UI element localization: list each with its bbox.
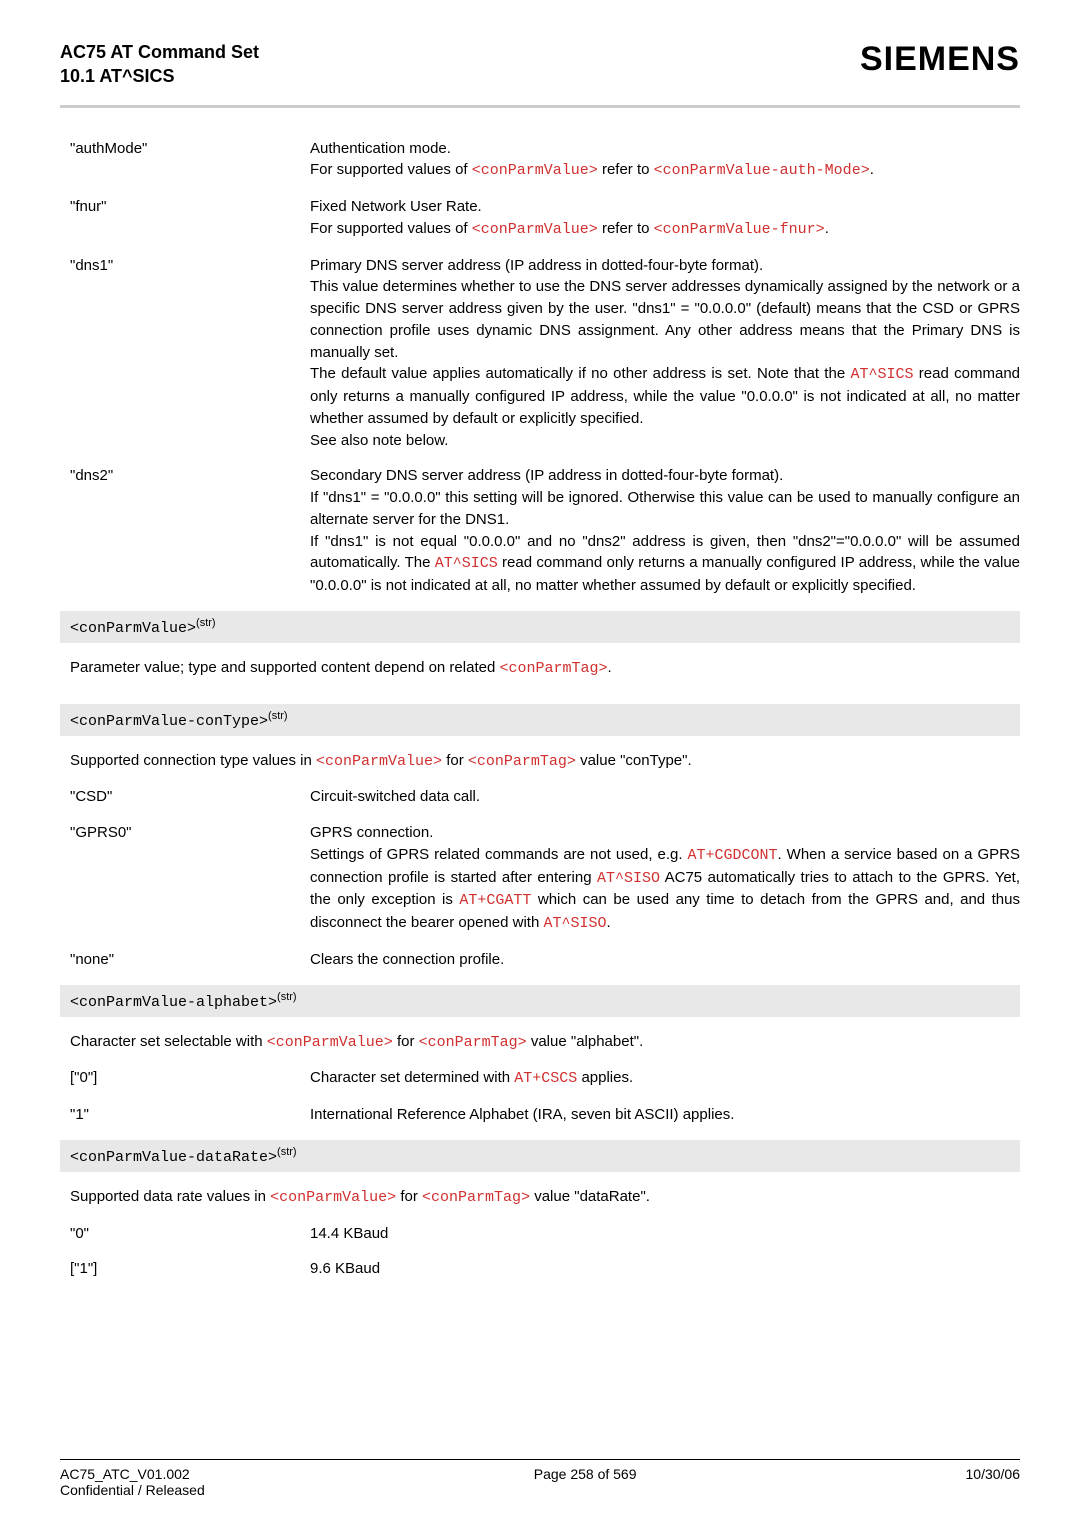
footer-confidential: Confidential / Released <box>60 1482 205 1498</box>
footer-divider <box>60 1459 1020 1460</box>
datarate-rows: "0"14.4 KBaud["1"]9.6 KBaud <box>60 1223 1020 1281</box>
def-term: "authMode" <box>60 138 310 160</box>
alphabet-row: "1"International Reference Alphabet (IRA… <box>60 1104 1020 1126</box>
param-header-contype: <conParmValue-conType>(str) <box>60 704 1020 736</box>
alphabet-body: Character set determined with AT+CSCS ap… <box>310 1067 1020 1090</box>
contype-term: "GPRS0" <box>60 822 310 844</box>
alphabet-term: ["0"] <box>60 1067 310 1089</box>
def-term: "fnur" <box>60 196 310 218</box>
alphabet-rows: ["0"]Character set determined with AT+CS… <box>60 1067 1020 1126</box>
section-title: 10.1 AT^SICS <box>60 66 175 86</box>
footer-date: 10/30/06 <box>966 1466 1021 1498</box>
contype-term: "none" <box>60 949 310 971</box>
def-row: "dns1"Primary DNS server address (IP add… <box>60 255 1020 452</box>
contype-body: Circuit-switched data call. <box>310 786 1020 808</box>
header-divider <box>60 105 1020 108</box>
contype-row: "none"Clears the connection profile. <box>60 949 1020 971</box>
def-row: "dns2"Secondary DNS server address (IP a… <box>60 465 1020 597</box>
param-header-datarate: <conParmValue-dataRate>(str) <box>60 1140 1020 1172</box>
def-row: "authMode"Authentication mode.For suppor… <box>60 138 1020 183</box>
def-body: Fixed Network User Rate.For supported va… <box>310 196 1020 241</box>
footer-left: AC75_ATC_V01.002 Confidential / Released <box>60 1466 205 1498</box>
page-header: AC75 AT Command Set 10.1 AT^SICS SIEMENS <box>60 40 1020 101</box>
def-term: "dns1" <box>60 255 310 277</box>
datarate-body: 9.6 KBaud <box>310 1258 1020 1280</box>
contype-body: GPRS connection.Settings of GPRS related… <box>310 822 1020 935</box>
definition-list: "authMode"Authentication mode.For suppor… <box>60 138 1020 597</box>
def-term: "dns2" <box>60 465 310 487</box>
datarate-term: ["1"] <box>60 1258 310 1280</box>
def-body: Authentication mode.For supported values… <box>310 138 1020 183</box>
datarate-term: "0" <box>60 1223 310 1245</box>
param-desc-conparmvalue: Parameter value; type and supported cont… <box>60 653 1020 694</box>
doc-title: AC75 AT Command Set <box>60 42 259 62</box>
alphabet-row: ["0"]Character set determined with AT+CS… <box>60 1067 1020 1090</box>
alphabet-body: International Reference Alphabet (IRA, s… <box>310 1104 1020 1126</box>
footer-page: Page 258 of 569 <box>534 1466 637 1498</box>
param-desc-alphabet: Character set selectable with <conParmVa… <box>60 1027 1020 1068</box>
contype-row: "CSD"Circuit-switched data call. <box>60 786 1020 808</box>
def-row: "fnur"Fixed Network User Rate.For suppor… <box>60 196 1020 241</box>
param-desc-datarate: Supported data rate values in <conParmVa… <box>60 1182 1020 1223</box>
page: AC75 AT Command Set 10.1 AT^SICS SIEMENS… <box>0 0 1080 1528</box>
contype-term: "CSD" <box>60 786 310 808</box>
param-desc-contype: Supported connection type values in <con… <box>60 746 1020 787</box>
page-footer: AC75_ATC_V01.002 Confidential / Released… <box>60 1459 1020 1498</box>
contype-rows: "CSD"Circuit-switched data call."GPRS0"G… <box>60 786 1020 970</box>
datarate-row: ["1"]9.6 KBaud <box>60 1258 1020 1280</box>
footer-doc-id: AC75_ATC_V01.002 <box>60 1466 190 1482</box>
param-header-alphabet: <conParmValue-alphabet>(str) <box>60 985 1020 1017</box>
param-header-conparmvalue: <conParmValue>(str) <box>60 611 1020 643</box>
header-title-block: AC75 AT Command Set 10.1 AT^SICS <box>60 40 259 89</box>
datarate-row: "0"14.4 KBaud <box>60 1223 1020 1245</box>
contype-row: "GPRS0"GPRS connection.Settings of GPRS … <box>60 822 1020 935</box>
datarate-body: 14.4 KBaud <box>310 1223 1020 1245</box>
def-body: Primary DNS server address (IP address i… <box>310 255 1020 452</box>
brand-logo: SIEMENS <box>860 40 1020 79</box>
footer-row: AC75_ATC_V01.002 Confidential / Released… <box>60 1466 1020 1498</box>
contype-body: Clears the connection profile. <box>310 949 1020 971</box>
def-body: Secondary DNS server address (IP address… <box>310 465 1020 597</box>
alphabet-term: "1" <box>60 1104 310 1126</box>
